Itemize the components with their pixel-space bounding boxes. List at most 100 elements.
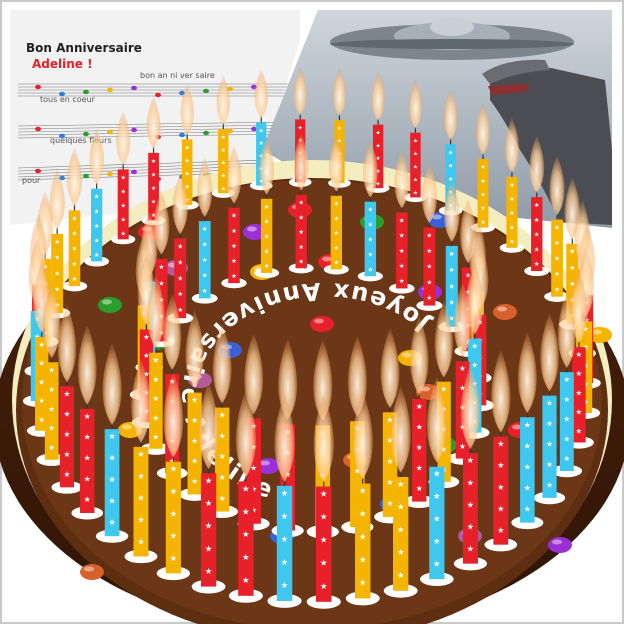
candle-star: ★ — [569, 280, 575, 288]
candle-star: ★ — [449, 315, 455, 323]
candle-star: ★ — [219, 452, 226, 461]
candle-star: ★ — [433, 514, 441, 524]
candle-star: ★ — [433, 491, 441, 501]
candle-star: ★ — [242, 553, 250, 563]
candle-star: ★ — [120, 174, 126, 181]
candle-star: ★ — [534, 202, 540, 209]
flame-icon — [89, 128, 104, 185]
candy-icon — [588, 327, 612, 343]
candle-star: ★ — [221, 160, 226, 167]
candle-star: ★ — [546, 480, 553, 489]
candle-star: ★ — [298, 259, 304, 266]
candle-star: ★ — [177, 274, 183, 282]
candle-star: ★ — [264, 263, 270, 270]
music-note — [59, 91, 65, 97]
candle-star: ★ — [426, 278, 432, 286]
candle-star: ★ — [170, 464, 177, 474]
candle-star: ★ — [72, 231, 78, 238]
candle-star: ★ — [185, 171, 190, 178]
candle-star: ★ — [219, 494, 226, 503]
candle-star: ★ — [94, 194, 100, 201]
candle-star: ★ — [320, 490, 328, 500]
candle-star: ★ — [416, 422, 423, 431]
candle-holder — [111, 234, 136, 245]
candle-star: ★ — [333, 230, 339, 237]
candle-icon: ★★★★★ — [524, 135, 550, 277]
candle-star: ★ — [320, 582, 328, 592]
candle-star: ★ — [281, 581, 289, 591]
candle-body — [59, 386, 75, 488]
candle-star: ★ — [449, 266, 455, 274]
candle-star: ★ — [54, 254, 60, 262]
candle-star: ★ — [84, 495, 91, 504]
candle-star: ★ — [143, 370, 150, 379]
candle-star: ★ — [151, 198, 156, 205]
candle-star: ★ — [413, 138, 418, 145]
candle-star: ★ — [72, 276, 78, 283]
candy-shine — [552, 539, 562, 545]
candle-body — [174, 238, 187, 319]
candle-star: ★ — [320, 513, 328, 523]
candle-star: ★ — [202, 241, 208, 249]
candle-star: ★ — [397, 524, 405, 534]
candle-body — [91, 188, 103, 262]
candle-star: ★ — [48, 424, 55, 433]
candle-star: ★ — [359, 578, 367, 588]
candle-star: ★ — [151, 171, 156, 178]
candle-star: ★ — [242, 576, 250, 586]
candle-star: ★ — [54, 238, 60, 246]
candle-star: ★ — [569, 264, 575, 272]
candle-body — [260, 198, 273, 273]
candle-body — [316, 486, 332, 602]
candle-body — [423, 227, 436, 306]
candles-group: ★ ★ ★ ★ ★ ★ ★ ★ ★ ★ ★ ★ ★ ★ ★ ★ ★ ★ ★ ★ ★ ★ ★ ★ ★ ★ ★ ★ ★ ★ ★ ★ ★ ★ ★ ★ ★ ★ ★ ★… — [22, 66, 601, 609]
flame-icon — [371, 70, 385, 121]
candle-star: ★ — [63, 430, 70, 439]
candle-body — [559, 372, 574, 471]
candy-shine — [497, 306, 507, 312]
candle-star: ★ — [281, 489, 289, 499]
flame-icon — [517, 332, 537, 414]
candle-star: ★ — [426, 247, 432, 255]
flame-icon — [352, 391, 373, 480]
candle-star: ★ — [108, 474, 115, 484]
candle-body — [149, 352, 163, 449]
candle-icon: ★★★★★ — [420, 376, 454, 586]
flame-icon — [212, 323, 232, 404]
candle-star: ★ — [264, 219, 270, 226]
candle-star: ★ — [202, 287, 208, 295]
candle-star: ★ — [242, 530, 250, 540]
candle-icon: ★★★★★ — [484, 349, 518, 552]
candy-shine — [402, 352, 412, 358]
candle-star: ★ — [185, 184, 190, 191]
candle-body — [44, 362, 59, 460]
candle-star: ★ — [221, 147, 226, 154]
flame-icon — [434, 300, 453, 378]
candle-star: ★ — [563, 454, 570, 463]
flame-icon — [153, 190, 170, 255]
candle-star: ★ — [191, 416, 198, 425]
music-note — [107, 129, 113, 135]
flame-icon — [131, 358, 151, 443]
candy-icon — [548, 537, 572, 553]
candle-star: ★ — [151, 158, 156, 165]
candle-star: ★ — [72, 261, 78, 268]
candle-star: ★ — [333, 201, 339, 208]
flame-icon — [293, 133, 309, 191]
candle-star: ★ — [413, 177, 418, 184]
flame-icon — [259, 137, 275, 195]
candle-body — [355, 483, 371, 599]
candle-star: ★ — [524, 420, 531, 429]
music-note — [35, 84, 41, 90]
candle-icon: ★★★★★ — [140, 274, 171, 455]
candle-star: ★ — [169, 456, 176, 465]
candle-star: ★ — [449, 282, 455, 290]
candle-icon: ★★★★★ — [323, 134, 349, 275]
lyrics-line-2: bon an ni ver saire — [140, 71, 215, 80]
candle-star: ★ — [108, 453, 115, 463]
candle-body — [295, 194, 307, 269]
candle-star: ★ — [399, 232, 405, 240]
candle-star: ★ — [416, 402, 423, 411]
candle-star: ★ — [170, 486, 177, 496]
